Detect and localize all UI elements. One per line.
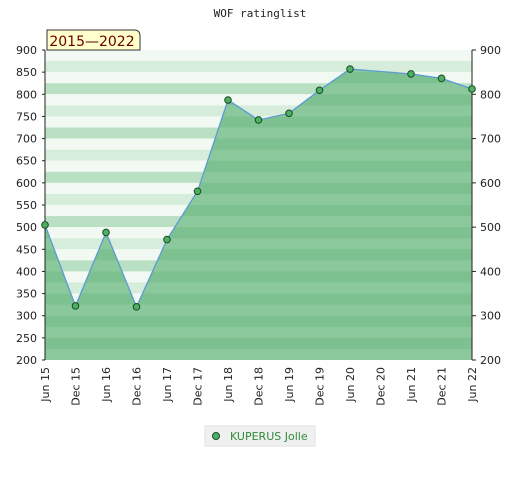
area-stripe xyxy=(45,326,472,338)
legend-marker xyxy=(212,432,220,440)
y-tick-label: 750 xyxy=(16,110,37,123)
area-stripe xyxy=(45,171,472,183)
y2-tick-label: 400 xyxy=(480,265,501,278)
y2-tick-label: 300 xyxy=(480,310,501,323)
y-tick-label: 900 xyxy=(16,44,37,57)
y-tick-label: 600 xyxy=(16,177,37,190)
x-tick-label: Dec 15 xyxy=(70,367,83,406)
data-point xyxy=(102,228,110,237)
area-stripe xyxy=(45,127,472,139)
y-tick-label: 200 xyxy=(16,354,37,367)
data-point xyxy=(163,235,171,244)
y-tick-label: 800 xyxy=(16,88,37,101)
data-point xyxy=(346,65,354,73)
y-tick-label: 650 xyxy=(16,155,37,168)
data-point xyxy=(285,109,293,118)
period-badge: 2015—2022 xyxy=(46,29,141,51)
x-tick-label: Dec 21 xyxy=(436,367,449,406)
area-stripe xyxy=(45,149,472,161)
y-tick-label: 450 xyxy=(16,243,37,256)
y2-tick-label: 900 xyxy=(480,44,501,57)
rating-line xyxy=(44,68,473,309)
y2-tick-label: 200 xyxy=(480,354,501,367)
x-tick-label: Jun 19 xyxy=(283,367,296,403)
x-tick-label: Dec 16 xyxy=(131,367,144,406)
background-band xyxy=(45,83,472,95)
x-tick-label: Jun 21 xyxy=(405,367,418,403)
series-line xyxy=(44,68,473,309)
data-point xyxy=(41,221,49,229)
x-tick-label: Dec 17 xyxy=(192,367,205,406)
y2-tick-label: 800 xyxy=(480,88,501,101)
y-axis-left: 200 250 300 350 400 450 500 550 600 650 700 750 800 8… xyxy=(16,44,46,367)
y-tick-label: 400 xyxy=(16,265,37,278)
rating-markers xyxy=(41,65,476,311)
period-badge-label: 2015—2022 xyxy=(49,34,134,50)
legend: KUPERUS Jolle xyxy=(204,425,316,447)
x-tick-label: Jun 22 xyxy=(466,367,479,403)
x-tick-label: Jun 20 xyxy=(344,367,357,403)
area-stripe xyxy=(45,193,472,205)
data-point xyxy=(437,74,446,83)
x-tick-label: Dec 19 xyxy=(314,367,327,406)
y-tick-label: 700 xyxy=(16,133,37,146)
x-tick-label: Jun 15 xyxy=(39,367,52,403)
chart-title: WOF ratinglist xyxy=(214,7,307,20)
area-stripe xyxy=(45,216,472,228)
y2-tick-label: 500 xyxy=(480,221,501,234)
data-point xyxy=(71,302,80,310)
y-tick-label: 850 xyxy=(16,66,37,79)
y-tick-label: 500 xyxy=(16,221,37,234)
x-tick-label: Dec 18 xyxy=(253,367,266,406)
y2-tick-label: 700 xyxy=(480,133,501,146)
y2-tick-label: 600 xyxy=(480,177,501,190)
background-band xyxy=(45,105,472,117)
x-axis: Jun 15 Dec 15 Jun 16 Dec 16 Jun 17 Dec 17 Jun … xyxy=(39,367,479,406)
area-stripe xyxy=(45,304,472,316)
y-tick-label: 300 xyxy=(16,310,37,323)
legend-label: KUPERUS Jolle xyxy=(230,430,308,443)
x-tick-label: Jun 16 xyxy=(100,367,113,403)
y-tick-label: 550 xyxy=(16,199,37,212)
data-point xyxy=(224,96,232,104)
background-band xyxy=(45,94,472,106)
area-stripe xyxy=(45,260,472,272)
y-tick-label: 350 xyxy=(16,288,37,301)
data-point xyxy=(193,187,202,196)
background-band xyxy=(45,72,472,84)
data-point xyxy=(254,116,263,124)
data-point xyxy=(132,303,141,311)
x-tick-label: Jun 18 xyxy=(222,367,235,403)
area-stripe xyxy=(45,238,472,250)
data-point xyxy=(315,86,324,95)
y-axis-right: 200 300 400 500 600 700 800 900 xyxy=(471,44,501,367)
background-band xyxy=(45,50,472,62)
area-stripe xyxy=(45,282,472,294)
area-fill xyxy=(45,69,472,360)
x-tick-label: Jun 17 xyxy=(161,367,174,403)
x-tick-label: Dec 20 xyxy=(375,367,388,406)
data-point xyxy=(407,70,415,78)
y-tick-label: 250 xyxy=(16,332,37,345)
background-band xyxy=(45,61,472,73)
data-point xyxy=(468,85,476,93)
area-stripe xyxy=(45,348,472,360)
